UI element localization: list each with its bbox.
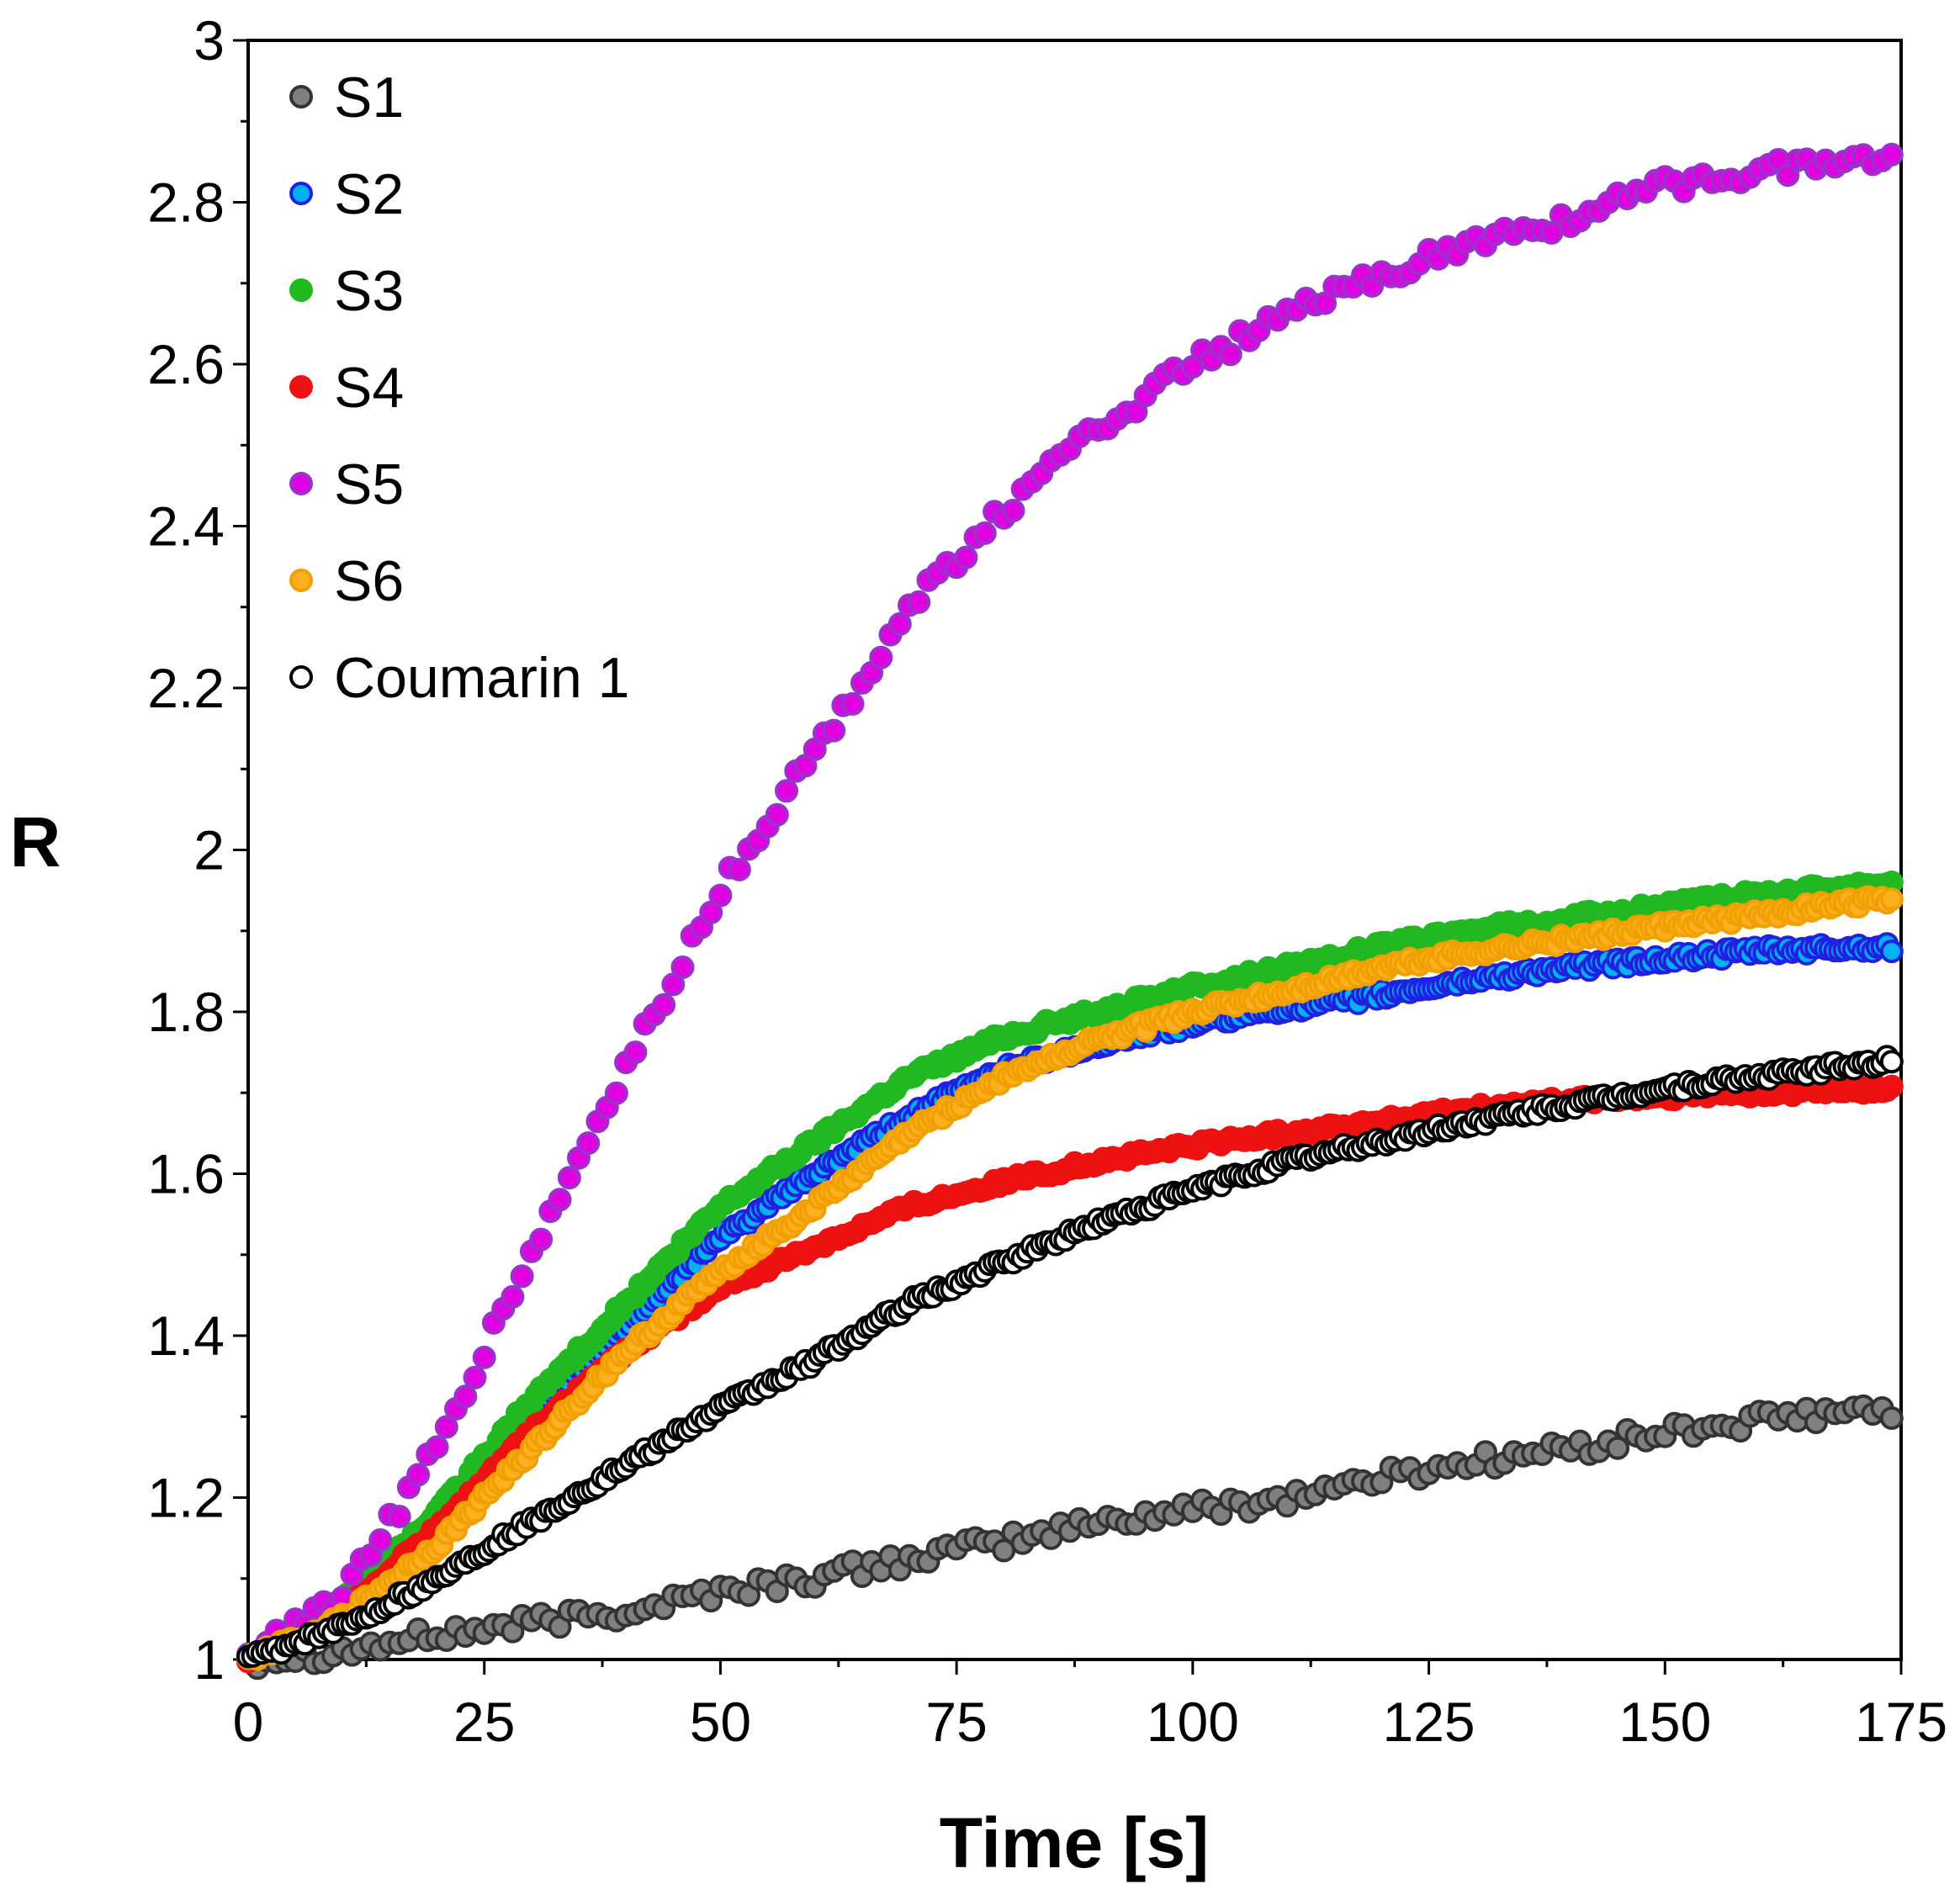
data-point — [869, 645, 893, 670]
axes: 1 1.2 1.4 1.6 1.8 2 2.2 2.4 2.6 2.8 3 0 25 50 75 100 125… — [147, 9, 1947, 1753]
y-tick-label: 2.6 — [147, 333, 225, 395]
data-point — [972, 521, 997, 545]
data-point — [887, 611, 912, 636]
legend-item: S5 — [289, 453, 404, 516]
legend-label: S6 — [334, 549, 404, 613]
legend-marker — [289, 569, 313, 592]
data-point — [822, 718, 846, 743]
legend-marker — [289, 665, 313, 689]
data-point — [501, 1284, 525, 1309]
legend: S1 S2 S3 S4 S5 S6 Coumarin 1 — [289, 66, 630, 710]
data-point — [765, 802, 789, 827]
y-tick-label: 2.8 — [147, 172, 225, 234]
data-point — [1606, 1436, 1630, 1460]
data-point — [548, 1188, 572, 1212]
x-tick-label: 125 — [1383, 1691, 1475, 1753]
y-tick-label: 2 — [193, 819, 225, 881]
data-point — [510, 1264, 534, 1289]
data-point — [472, 1345, 496, 1369]
y-tick-label: 1.2 — [147, 1467, 225, 1529]
legend-item: S1 — [289, 66, 404, 130]
data-point — [453, 1384, 478, 1409]
data-point — [1879, 887, 1904, 912]
data-point — [954, 545, 978, 569]
series-coumarin-1 — [236, 1045, 1904, 1669]
data-point — [1218, 342, 1242, 367]
data-point — [708, 883, 733, 908]
y-tick-label: 1.4 — [147, 1305, 225, 1367]
legend-label: S5 — [334, 453, 404, 516]
data-point — [623, 1040, 648, 1065]
data-point — [576, 1131, 601, 1156]
y-axis-title: R — [10, 802, 61, 881]
legend-label: S4 — [334, 356, 404, 420]
legend-marker — [289, 85, 313, 109]
series-s5 — [236, 142, 1904, 1670]
y-tick-label: 2.2 — [147, 657, 225, 719]
legend-label: S2 — [334, 162, 404, 226]
data-point — [604, 1081, 628, 1105]
legend-marker — [289, 375, 313, 399]
data-point — [387, 1505, 411, 1528]
legend-label: S3 — [334, 259, 404, 323]
legend-label: Coumarin 1 — [334, 646, 630, 710]
data-point — [727, 857, 751, 881]
data-point — [406, 1463, 431, 1487]
data-point — [652, 992, 676, 1017]
x-tick-label: 25 — [453, 1691, 515, 1753]
y-tick-label: 2.4 — [147, 495, 225, 558]
legend-item: Coumarin 1 — [289, 646, 630, 710]
series-s4 — [236, 1074, 1904, 1674]
data-points — [236, 142, 1904, 1681]
data-point — [368, 1528, 393, 1552]
y-tick-label: 1.8 — [147, 981, 225, 1043]
legend-item: S2 — [289, 162, 404, 226]
x-tick-label: 175 — [1855, 1691, 1947, 1753]
legend-item: S4 — [289, 356, 404, 420]
data-point — [557, 1166, 581, 1190]
legend-marker — [289, 278, 313, 302]
data-point — [1879, 1050, 1904, 1074]
legend-item: S6 — [289, 549, 404, 613]
x-tick-label: 100 — [1147, 1691, 1239, 1753]
data-point — [434, 1415, 458, 1439]
data-point — [661, 972, 686, 997]
series-s1 — [236, 1394, 1904, 1681]
x-tick-label: 0 — [233, 1691, 264, 1753]
data-point — [1001, 499, 1025, 522]
data-point — [1879, 142, 1904, 167]
data-point — [670, 955, 695, 979]
legend-marker — [289, 472, 313, 495]
data-point — [1879, 1406, 1904, 1430]
data-point — [425, 1435, 449, 1459]
legend-marker — [289, 182, 313, 205]
legend-label: S1 — [334, 66, 404, 130]
y-tick-label: 3 — [193, 9, 225, 71]
data-point — [529, 1227, 554, 1252]
data-point — [775, 779, 798, 803]
legend-item: S3 — [289, 259, 404, 323]
x-tick-label: 50 — [690, 1691, 751, 1753]
data-point — [907, 590, 931, 614]
x-tick-label: 75 — [925, 1691, 987, 1753]
data-point — [840, 691, 865, 716]
data-point — [463, 1365, 487, 1389]
y-tick-label: 1.6 — [147, 1143, 225, 1205]
data-point — [1879, 1074, 1904, 1098]
x-tick-label: 150 — [1618, 1691, 1711, 1753]
plot-frame — [246, 39, 1903, 1661]
y-tick-label: 1 — [193, 1628, 225, 1691]
x-axis-title: Time [s] — [940, 1803, 1210, 1882]
data-point — [1879, 940, 1904, 964]
